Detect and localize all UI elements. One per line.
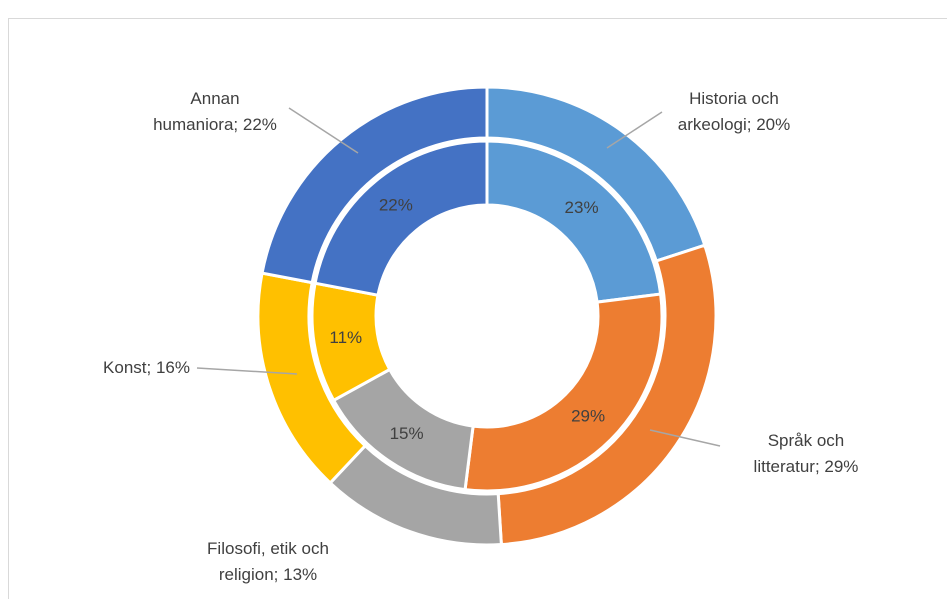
data-label: 15% bbox=[390, 424, 424, 443]
label-line: Språk och bbox=[768, 431, 845, 450]
leader-line bbox=[196, 367, 298, 375]
data-label: 11% bbox=[329, 328, 362, 347]
data-label: Filosofi, etik och religion; 13% bbox=[207, 539, 329, 584]
chart-frame bbox=[8, 18, 947, 599]
donut-segment bbox=[313, 139, 489, 297]
donut-segment bbox=[463, 292, 664, 493]
data-label: Annan humaniora; 22% bbox=[153, 89, 277, 134]
data-label: Konst; 16% bbox=[103, 358, 190, 377]
data-label: 22% bbox=[379, 195, 413, 214]
leader-line bbox=[288, 107, 359, 154]
leader-line bbox=[606, 111, 663, 149]
label-line: Konst; 16% bbox=[103, 358, 190, 377]
donut-segment bbox=[260, 85, 489, 285]
data-label: 29% bbox=[571, 407, 605, 426]
label-line: humaniora; 22% bbox=[153, 115, 277, 134]
label-line: Annan bbox=[190, 89, 239, 108]
label-line: arkeologi; 20% bbox=[678, 115, 790, 134]
leader-line bbox=[649, 429, 721, 447]
label-line: Filosofi, etik och bbox=[207, 539, 329, 558]
label-line: Historia och bbox=[689, 89, 779, 108]
data-label: 23% bbox=[565, 198, 599, 217]
label-line: religion; 13% bbox=[219, 565, 317, 584]
data-label: Språk och litteratur; 29% bbox=[754, 431, 859, 476]
data-label: Historia och arkeologi; 20% bbox=[678, 89, 790, 134]
label-line: litteratur; 29% bbox=[754, 457, 859, 476]
